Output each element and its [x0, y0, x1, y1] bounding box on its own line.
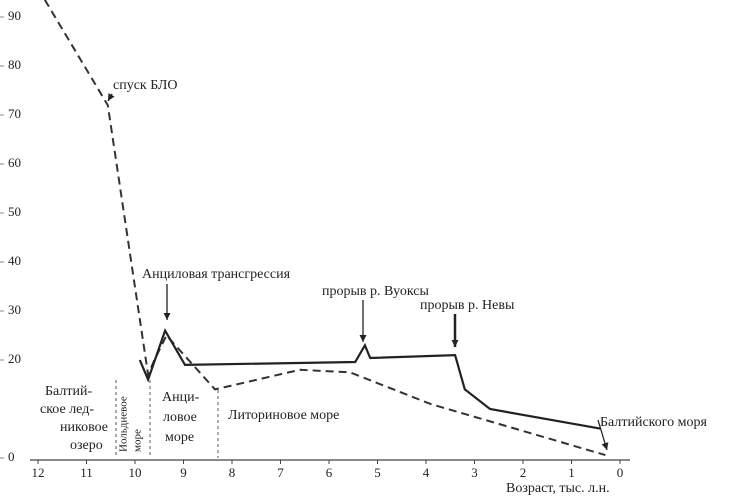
stage-label: ловое	[163, 410, 197, 425]
stage-label: Анци-	[162, 390, 200, 405]
x-tick-label: 4	[423, 465, 430, 480]
y-tick-label: 30	[8, 302, 21, 317]
stage-label: море	[132, 429, 144, 452]
arrow-head	[359, 335, 367, 342]
x-tick-label: 0	[617, 465, 624, 480]
y-tick-label: 60	[8, 155, 21, 170]
x-axis-label: Возраст, тыс. л.н.	[506, 481, 610, 496]
stage-label: никовое	[60, 420, 108, 435]
annotation: спуск БЛО	[113, 78, 178, 93]
series-line	[138, 327, 601, 430]
x-tick-label: 3	[471, 465, 478, 480]
x-tick-label: 7	[277, 465, 284, 480]
stage-label: Иольдиевое	[118, 396, 130, 452]
arrow-head	[451, 340, 459, 347]
y-tick-label: 80	[8, 57, 21, 72]
annotation: Анциловая трансгрессия	[142, 267, 291, 282]
y-tick-label: 50	[8, 204, 21, 219]
x-tick-label: 9	[180, 465, 187, 480]
x-tick-label: 6	[326, 465, 333, 480]
x-tick-label: 2	[520, 465, 527, 480]
annotation: Литориновое море	[228, 408, 339, 423]
y-tick-label: 40	[8, 253, 21, 268]
y-tick-label: 90	[8, 8, 21, 23]
arrow-head	[108, 93, 115, 101]
y-tick-label: 20	[8, 351, 21, 366]
x-tick-label: 11	[80, 465, 93, 480]
stage-label: озеро	[70, 438, 103, 453]
x-tick-label: 5	[374, 465, 381, 480]
stage-label: ское лед-	[40, 402, 94, 417]
x-tick-label: 12	[32, 465, 45, 480]
y-tick-label: 70	[8, 106, 21, 121]
arrow-head	[601, 442, 609, 450]
x-tick-label: 10	[129, 465, 142, 480]
stage-label: море	[165, 430, 194, 445]
annotation: прорыв р. Невы	[420, 298, 515, 313]
y-tick-label: 0	[8, 449, 15, 464]
arrow-head	[163, 313, 171, 320]
x-tick-label: 8	[229, 465, 236, 480]
x-tick-label: 1	[568, 465, 575, 480]
stage-label: Балтий-	[45, 384, 92, 399]
series-line	[43, 0, 606, 457]
annotation: прорыв р. Вуоксы	[322, 284, 429, 299]
annotation: Балтийского моря	[600, 415, 708, 430]
